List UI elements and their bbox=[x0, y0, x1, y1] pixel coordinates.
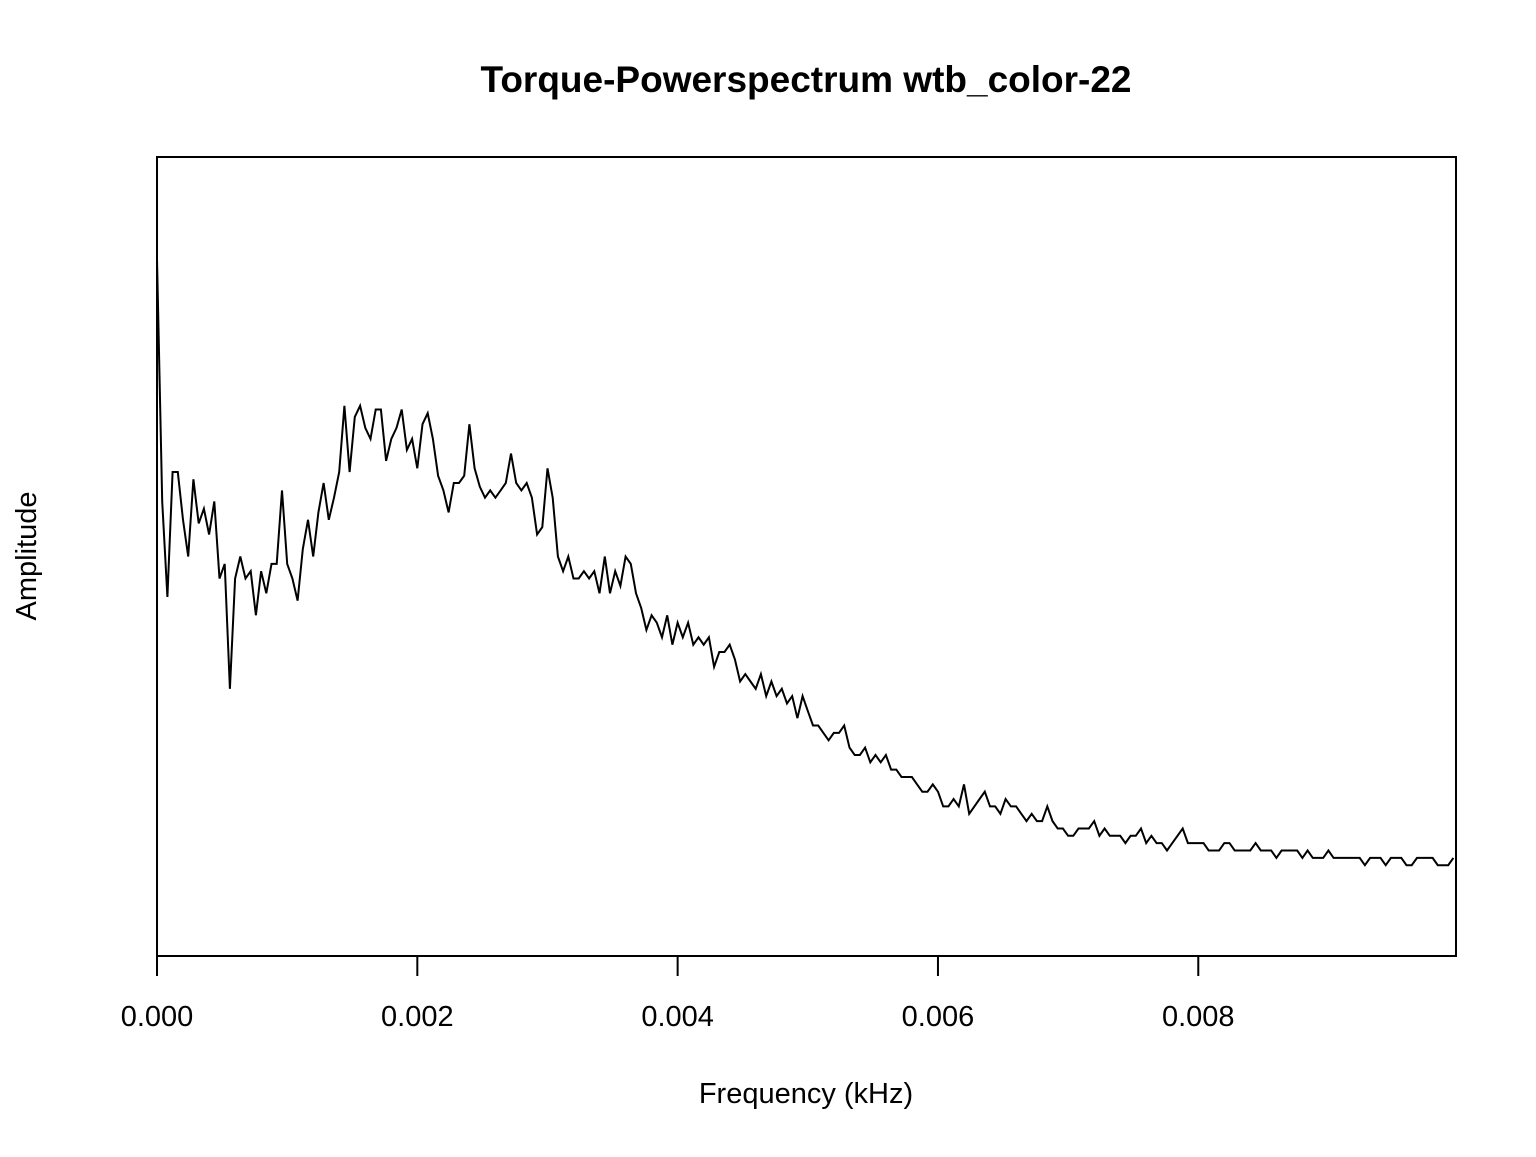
series-layer bbox=[156, 258, 1455, 867]
y-axis-label: Amplitude bbox=[11, 492, 43, 621]
x-tick-label: 0.006 bbox=[902, 1001, 975, 1033]
plot-frame bbox=[156, 156, 1457, 957]
x-tick-label: 0.002 bbox=[381, 1001, 454, 1033]
x-axis: 0.000 0.002 0.004 0.006 0.008 bbox=[121, 955, 1235, 1033]
chart-title: Torque-Powerspectrum wtb_color-22 bbox=[480, 59, 1131, 100]
x-tick-label: 0.008 bbox=[1162, 1001, 1235, 1033]
x-tick-label: 0.004 bbox=[641, 1001, 714, 1033]
series-line bbox=[156, 258, 1455, 867]
x-tick-label: 0.000 bbox=[121, 1001, 194, 1033]
x-axis-label: Frequency (kHz) bbox=[699, 1078, 913, 1110]
